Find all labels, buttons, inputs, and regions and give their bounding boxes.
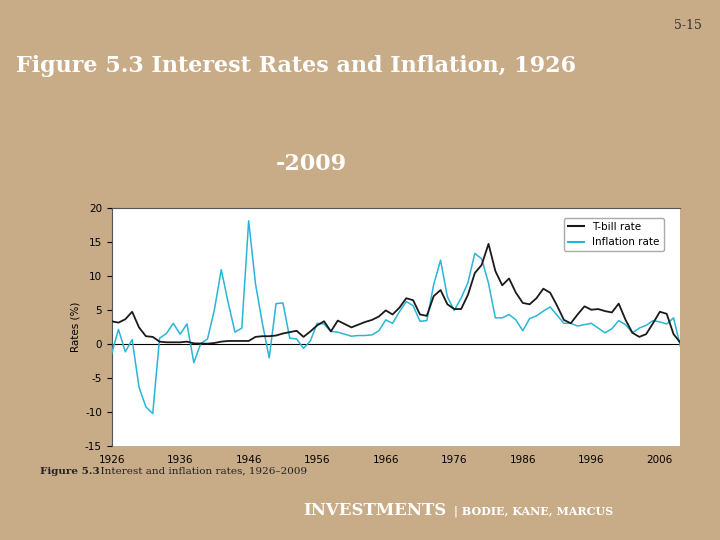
T-bill rate [580, 303, 589, 309]
T-bill rate [553, 302, 562, 309]
Legend: T-bill rate, Inflation rate: T-bill rate, Inflation rate [564, 218, 664, 252]
Y-axis label: Rates (%): Rates (%) [71, 301, 81, 352]
Line: T-bill rate: T-bill rate [112, 244, 680, 343]
T-bill rate [484, 241, 492, 247]
Text: Figure 5.3: Figure 5.3 [40, 467, 99, 476]
Inflation rate [244, 218, 253, 224]
T-bill rate [114, 319, 123, 326]
Text: | BODIE, KANE, MARCUS: | BODIE, KANE, MARCUS [454, 505, 613, 517]
T-bill rate [203, 340, 212, 347]
Text: Figure 5.3 Interest Rates and Inflation, 1926: Figure 5.3 Interest Rates and Inflation,… [16, 55, 576, 77]
Inflation rate [114, 326, 123, 333]
Text: 5-15: 5-15 [674, 19, 702, 32]
Inflation rate [374, 328, 383, 334]
Text: INVESTMENTS: INVESTMENTS [303, 502, 446, 519]
Text: -2009: -2009 [276, 153, 347, 175]
Inflation rate [142, 403, 150, 410]
Line: Inflation rate: Inflation rate [112, 221, 680, 414]
T-bill rate [107, 318, 116, 325]
Text: Interest and inflation rates, 1926–2009: Interest and inflation rates, 1926–2009 [94, 467, 307, 476]
Inflation rate [107, 350, 116, 357]
Inflation rate [676, 343, 685, 349]
T-bill rate [395, 305, 404, 311]
Inflation rate [580, 321, 589, 328]
T-bill rate [142, 333, 150, 340]
Inflation rate [148, 410, 157, 417]
T-bill rate [368, 316, 377, 323]
Inflation rate [402, 298, 410, 305]
T-bill rate [676, 340, 685, 346]
Inflation rate [553, 312, 562, 319]
